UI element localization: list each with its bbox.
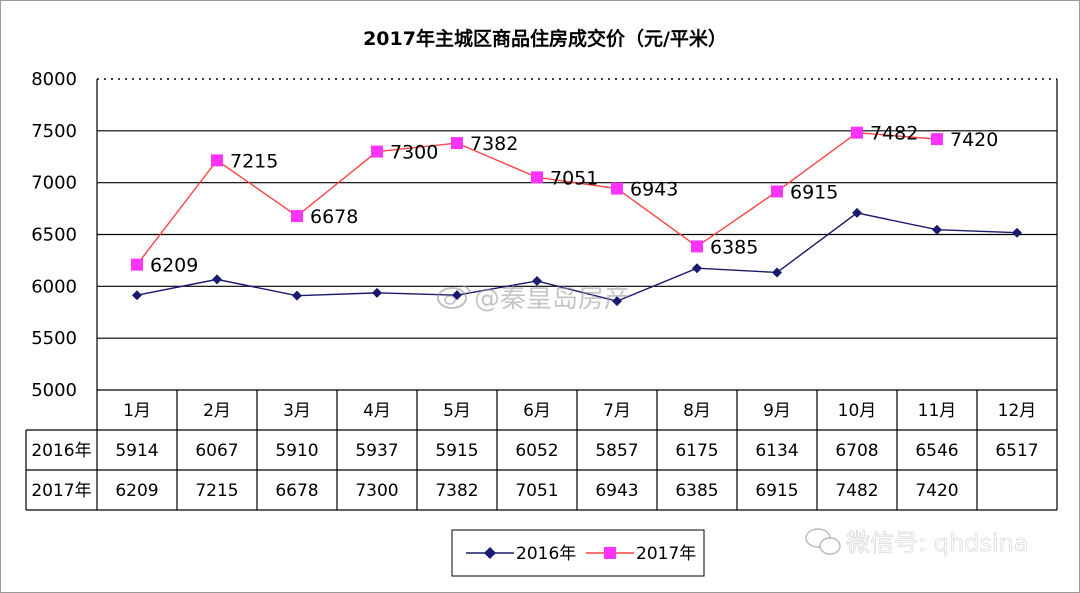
table-cell: 5937: [355, 441, 398, 461]
table-cell: 6678: [275, 481, 318, 501]
table-cell: 7482: [835, 481, 878, 501]
table-cell: 7215: [195, 481, 238, 501]
table-cell: 5857: [595, 441, 638, 461]
data-point-2017: [611, 182, 623, 195]
data-label-2017: 7051: [550, 167, 598, 189]
table-row-label: 2016年: [31, 441, 91, 461]
center-watermark-text: @秦皇岛房产: [474, 284, 630, 314]
table-cell: 5914: [115, 441, 158, 461]
data-point-2017: [451, 137, 463, 150]
data-point-2017: [291, 210, 303, 223]
x-tick-label: 4月: [363, 401, 391, 421]
table-cell: 5910: [275, 441, 318, 461]
x-tick-label: 9月: [763, 401, 791, 421]
legend-label-2016: 2016年: [516, 544, 576, 564]
x-tick-label: 12月: [998, 401, 1037, 421]
data-label-2017: 6209: [150, 255, 198, 277]
data-point-2016: [292, 290, 302, 301]
center-watermark: @秦皇岛房产: [437, 284, 630, 314]
table-cell: 6134: [755, 441, 798, 461]
data-point-2016: [372, 287, 382, 298]
data-point-2016: [852, 207, 862, 218]
table-cell: 6546: [915, 441, 958, 461]
data-point-2016: [132, 290, 142, 301]
data-label-2017: 7420: [950, 129, 998, 151]
series-markers: [131, 126, 1022, 307]
chart-title: 2017年主城区商品住房成交价（元/平米）: [363, 27, 727, 50]
table-cell: 7051: [515, 481, 558, 501]
legend-label-2017: 2017年: [636, 544, 696, 564]
x-tick-label: 3月: [283, 401, 311, 421]
y-tick-label: 7500: [31, 121, 77, 142]
x-tick-label: 7月: [603, 401, 631, 421]
data-label-2017: 6385: [710, 236, 758, 258]
data-point-2017: [691, 240, 703, 253]
y-tick-label: 7000: [31, 173, 77, 194]
series-line-2016: [136, 212, 1018, 302]
data-point-2017: [371, 145, 383, 158]
table-cell: 7382: [435, 481, 478, 501]
data-point-2016: [612, 296, 622, 307]
data-label-2017: 7482: [870, 123, 918, 145]
legend-item-2016: 2016年: [466, 544, 576, 564]
data-point-2017: [211, 154, 223, 167]
data-label-2017: 6678: [310, 206, 358, 228]
table-cell: 6708: [835, 441, 878, 461]
table-cell: 7420: [915, 481, 958, 501]
data-point-2016: [1012, 227, 1022, 238]
bottom-right-watermark: 微信号: qhdsina: [805, 528, 1029, 557]
data-point-2016: [532, 275, 542, 286]
table-cell: 6943: [595, 481, 638, 501]
grid-lines: [96, 78, 1058, 390]
legend-marker-2016: [484, 547, 496, 559]
x-tick-label: 5月: [443, 401, 471, 421]
x-tick-label: 2月: [203, 401, 231, 421]
data-point-2016: [692, 263, 702, 274]
y-tick-label: 8000: [31, 69, 77, 90]
data-point-2017: [851, 126, 863, 139]
data-point-2017: [931, 133, 943, 146]
legend-marker-2017: [604, 547, 616, 559]
table-cell: 5915: [435, 441, 478, 461]
x-tick-label: 11月: [918, 401, 957, 421]
bottom-right-watermark-text: 微信号: qhdsina: [846, 529, 1028, 557]
data-label-2017: 7382: [470, 133, 518, 155]
data-label-2017: 6915: [790, 181, 838, 203]
data-point-2016: [212, 274, 222, 285]
x-tick-label: 1月: [123, 401, 151, 421]
legend: 2016年 2017年: [451, 529, 705, 577]
wechat-icon: [805, 528, 841, 555]
data-table: 1月 2月 3月 4月 5月 6月 7月 8月 9月 10月 11月 12月 2016年 5914 6067…: [25, 389, 1058, 511]
table-cell: 6175: [675, 441, 718, 461]
table-cell: 6067: [195, 441, 238, 461]
table-row-label: 2017年: [31, 481, 91, 501]
x-tick-label: 8月: [683, 401, 711, 421]
legend-item-2017: 2017年: [586, 544, 696, 564]
y-tick-label: 5000: [31, 380, 77, 401]
data-labels: 6209 7215 6678 7300 7382 7051 6943 6385 6915 7482…: [150, 123, 998, 277]
data-point-2016: [932, 224, 942, 235]
data-point-2017: [531, 171, 543, 184]
data-point-2016: [772, 267, 782, 278]
x-tick-label: 6月: [523, 401, 551, 421]
table-cell: 6517: [995, 441, 1038, 461]
y-tick-label: 5500: [31, 328, 77, 349]
table-cell: 6052: [515, 441, 558, 461]
data-label-2017: 6943: [630, 179, 678, 201]
data-point-2017: [131, 258, 143, 271]
table-cell: 6915: [755, 481, 798, 501]
data-label-2017: 7215: [230, 150, 278, 172]
y-tick-label: 6000: [31, 276, 77, 297]
y-tick-label: 6500: [31, 225, 77, 246]
data-label-2017: 7300: [390, 142, 438, 164]
weibo-icon: [437, 285, 471, 309]
data-point-2017: [771, 185, 783, 198]
table-cell: 6385: [675, 481, 718, 501]
table-cell: 6209: [115, 481, 158, 501]
y-axis-ticks: 5000 5500 6000 6500 7000 7500 8000: [31, 69, 77, 401]
x-tick-label: 10月: [838, 401, 877, 421]
table-cell: 7300: [355, 481, 398, 501]
